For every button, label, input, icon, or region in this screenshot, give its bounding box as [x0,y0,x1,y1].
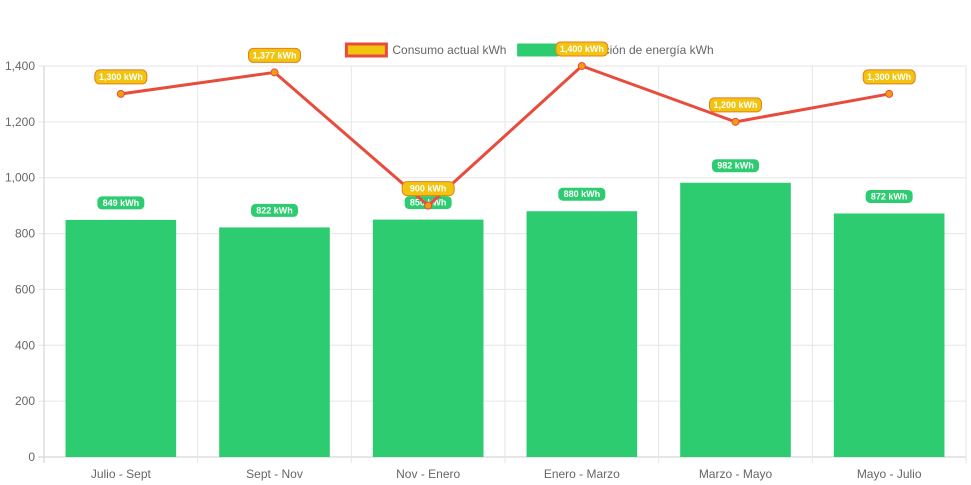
y-tick-label: 800 [15,227,35,241]
bar-data-label: 872 kWh [871,191,908,201]
bar-data-label: 849 kWh [103,198,140,208]
bar-data-label: 982 kWh [717,161,754,171]
y-tick-label: 1,400 [5,59,35,73]
line-data-label: 1,200 kWh [713,100,757,110]
legend-swatch-consumo [344,42,388,58]
bar-data-label-box [864,188,914,204]
line-point [731,117,740,126]
y-tick-label: 600 [15,282,35,296]
line-point [424,201,433,210]
bar-data-label-box [250,202,299,218]
x-tick-label: Enero - Marzo [544,467,620,481]
bar [65,219,177,457]
bar [372,219,484,457]
bar-data-label-box [711,158,760,174]
line-data-label: 1,400 kWh [560,44,604,54]
line-data-label-box [401,181,455,197]
line-data-label: 900 kWh [410,184,447,194]
x-tick-label: Mayo - Julio [857,467,922,481]
line-point [577,62,586,70]
line-data-label-box [709,97,762,113]
bar-data-label: 880 kWh [564,189,601,199]
x-tick-label: Nov - Enero [396,467,460,481]
line-data-label-box [94,69,148,85]
line-data-label-box [555,41,609,57]
line-point [270,68,279,77]
bar [526,211,638,457]
line-data-label-box [862,69,916,85]
line-data-label: 1,377 kWh [252,50,296,60]
line-series-consumo [120,64,890,208]
y-tick-label: 1,200 [5,115,35,129]
bar-data-label: 822 kWh [256,205,293,215]
line-data-label: 1,300 kWh [867,72,911,82]
line-data-label-box [248,47,301,63]
x-tick-label: Sept - Nov [246,467,303,481]
bar [833,213,945,457]
bar-data-label-box [96,195,146,211]
line-point [116,89,125,98]
legend-swatch-generacion [517,43,559,57]
y-tick-label: 0 [28,450,35,464]
bar [680,182,791,457]
line-point [885,89,894,98]
line-data-label: 1,300 kWh [99,72,143,82]
y-tick-label: 200 [15,394,35,408]
bar [219,227,330,457]
y-tick-label: 400 [15,338,35,352]
y-tick-label: 1,000 [5,171,35,185]
bar-data-label-box [557,186,607,202]
x-tick-label: Julio - Sept [91,467,152,481]
legend-label: Consumo actual kWh [392,43,506,57]
x-tick-label: Marzo - Mayo [699,467,773,481]
